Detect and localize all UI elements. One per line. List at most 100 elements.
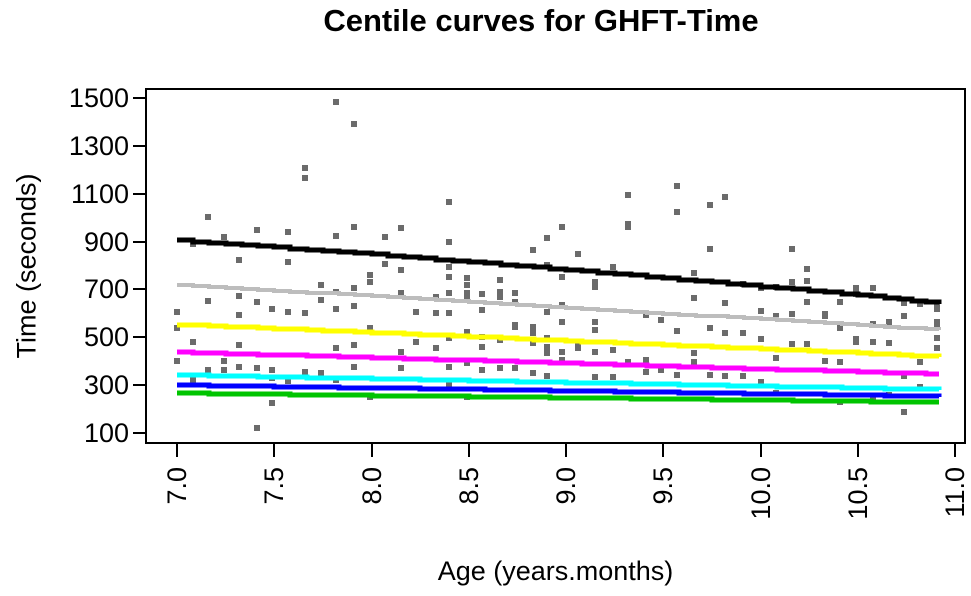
scatter-point [497, 289, 503, 295]
scatter-point [592, 349, 598, 355]
scatter-point [413, 339, 419, 345]
scatter-point [333, 233, 339, 239]
x-tick-label: 8.5 [454, 467, 484, 505]
scatter-point [254, 299, 260, 305]
scatter-point [398, 349, 404, 355]
scatter-point [722, 300, 728, 306]
scatter-point [446, 264, 452, 270]
scatter-point [901, 373, 907, 379]
x-tick-label: 9.0 [551, 467, 581, 505]
scatter-point [707, 246, 713, 252]
scatter-point [398, 267, 404, 273]
scatter-point [398, 225, 404, 231]
scatter-point [674, 209, 680, 215]
scatter-point [190, 377, 196, 383]
scatter-point [464, 360, 470, 366]
scatter-point [610, 347, 616, 353]
scatter-point [592, 284, 598, 290]
y-tick-label: 700 [84, 274, 129, 304]
scatter-point [625, 192, 631, 198]
scatter-point [544, 373, 550, 379]
scatter-point [575, 345, 581, 351]
x-tick-label: 10.0 [746, 467, 776, 520]
scatter-point [804, 341, 810, 347]
scatter-point [658, 367, 664, 373]
scatter-point [205, 367, 211, 373]
centile-green [177, 390, 939, 405]
plot-frame [145, 88, 966, 444]
scatter-point [351, 224, 357, 230]
scatter-point [221, 358, 227, 364]
scatter-point [497, 277, 503, 283]
scatter-point [707, 202, 713, 208]
scatter-point [758, 379, 764, 385]
scatter-point [886, 319, 892, 325]
scatter-point [722, 194, 728, 200]
scatter-point [221, 367, 227, 373]
scatter-point [285, 309, 291, 315]
scatter-point [398, 365, 404, 371]
scatter-point [446, 199, 452, 205]
scatter-point [446, 239, 452, 245]
centile-gray [177, 283, 941, 331]
scatter-point [512, 365, 518, 371]
scatter-point [934, 335, 940, 341]
scatter-point [592, 374, 598, 380]
scatter-point [934, 345, 940, 351]
centile-cyan [177, 372, 942, 392]
scatter-point [544, 309, 550, 315]
scatter-point [269, 306, 275, 312]
scatter-point [351, 303, 357, 309]
x-tick-label: 10.5 [843, 467, 873, 520]
scatter-point [512, 290, 518, 296]
scatter-point [302, 369, 308, 375]
scatter-point [318, 297, 324, 303]
scatter-point [285, 229, 291, 235]
scatter-point [479, 367, 485, 373]
scatter-point [236, 342, 242, 348]
x-tick-label: 7.0 [162, 467, 192, 505]
scatter-point [446, 290, 452, 296]
scatter-point [740, 373, 746, 379]
y-tick-label: 900 [84, 227, 129, 257]
scatter-point [575, 251, 581, 257]
scatter-point [822, 313, 828, 319]
scatter-point [870, 285, 876, 291]
scatter-point [236, 312, 242, 318]
scatter-point [367, 272, 373, 278]
centile-magenta [177, 349, 939, 377]
scatter-point [433, 310, 439, 316]
scatter-point [351, 285, 357, 291]
scatter-point [464, 275, 470, 281]
scatter-point [722, 330, 728, 336]
scatter-point [804, 278, 810, 284]
x-tick-label: 8.0 [357, 467, 387, 505]
scatter-point [530, 370, 536, 376]
scatter-point [917, 359, 923, 365]
x-axis-title: Age (years.months) [437, 556, 674, 586]
scatter-point [674, 328, 680, 334]
scatter-point [269, 400, 275, 406]
scatter-point [333, 306, 339, 312]
scatter-point [479, 291, 485, 297]
y-tick-label: 100 [84, 418, 129, 448]
scatter-point [302, 165, 308, 171]
scatter-point [559, 224, 565, 230]
x-tick-label: 7.5 [259, 467, 289, 505]
scatter-point [174, 325, 180, 331]
scatter-point [530, 330, 536, 336]
scatter-point [853, 339, 859, 345]
x-tick-label: 9.5 [648, 467, 678, 505]
scatter-point [837, 359, 843, 365]
scatter-point [174, 309, 180, 315]
scatter-point [285, 378, 291, 384]
scatter-point [740, 330, 746, 336]
scatter-point [530, 340, 536, 346]
scatter-point [773, 313, 779, 319]
scatter-point [446, 382, 452, 388]
scatter-point [691, 270, 697, 276]
scatter-point [643, 369, 649, 375]
scatter-point [351, 364, 357, 370]
scatter-point [302, 175, 308, 181]
